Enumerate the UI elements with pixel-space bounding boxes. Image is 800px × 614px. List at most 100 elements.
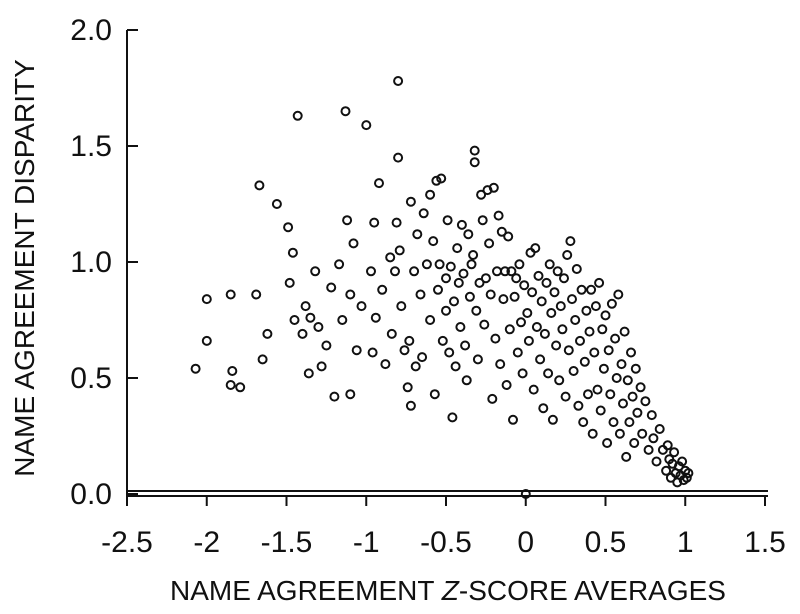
data-point [544, 259, 555, 270]
data-point [608, 417, 619, 428]
data-point [565, 236, 576, 247]
data-point [528, 384, 539, 395]
data-point [342, 215, 353, 226]
data-point [271, 199, 282, 209]
data-point [449, 296, 459, 307]
data-point [579, 356, 590, 367]
data-point [567, 294, 577, 305]
data-point [370, 312, 381, 323]
data-point [563, 345, 574, 356]
data-point [541, 277, 552, 288]
data-point [297, 328, 308, 339]
data-point [386, 328, 397, 339]
data-point [517, 368, 528, 379]
data-point [557, 324, 568, 335]
data-point [500, 266, 510, 277]
data-point [643, 444, 654, 455]
data-point [450, 361, 461, 372]
data-point [560, 391, 571, 402]
data-point [284, 277, 295, 288]
data-point [551, 340, 562, 351]
data-point [602, 438, 613, 448]
data-point [559, 273, 569, 284]
data-point [592, 384, 603, 395]
data-point [437, 335, 448, 346]
data-point [547, 414, 558, 425]
data-point [509, 291, 520, 302]
y-tick-label: 0.0 [70, 478, 112, 511]
data-point [201, 294, 212, 305]
data-point [340, 106, 351, 117]
data-point [410, 361, 421, 372]
data-point [361, 120, 372, 131]
x-tick-label: -1.5 [261, 526, 313, 559]
data-point [614, 428, 625, 439]
data-point [345, 289, 356, 300]
data-point [421, 259, 432, 270]
data-point [587, 428, 598, 439]
data-point [511, 273, 522, 284]
data-point [262, 328, 273, 339]
data-point [396, 301, 407, 312]
data-point [622, 375, 633, 386]
data-point [533, 270, 544, 281]
data-point [630, 363, 641, 374]
data-point [618, 398, 628, 409]
data-point [637, 428, 648, 439]
data-point [555, 301, 566, 312]
data-point [458, 268, 469, 279]
y-tick-label: 0.5 [70, 362, 112, 395]
data-point [380, 359, 391, 370]
data-point [329, 391, 340, 402]
data-point [460, 340, 471, 351]
data-point [600, 310, 611, 321]
data-point [661, 465, 672, 476]
data-point [348, 238, 359, 249]
data-point [575, 335, 585, 346]
data-point [399, 345, 410, 356]
data-point [310, 266, 321, 277]
data-point [456, 219, 467, 230]
data-point [472, 354, 483, 365]
x-tick-label: 0.5 [585, 526, 627, 559]
data-point [677, 456, 688, 467]
data-point [632, 407, 643, 418]
data-point [616, 359, 627, 370]
data-point [504, 324, 515, 335]
data-point [441, 273, 451, 284]
data-point [492, 266, 502, 277]
data-point [514, 259, 525, 270]
data-point [452, 243, 463, 254]
data-point [485, 289, 496, 300]
data-point [366, 266, 376, 277]
data-point [441, 305, 451, 316]
data-point [445, 261, 456, 272]
data-point [519, 280, 530, 291]
data-point [488, 182, 499, 193]
data-point [605, 389, 616, 400]
data-point [626, 347, 636, 358]
data-point [493, 210, 504, 221]
data-point [305, 312, 316, 323]
data-point [283, 222, 294, 233]
data-point [433, 284, 443, 295]
data-point [235, 382, 246, 393]
data-point [455, 322, 466, 332]
data-point [463, 229, 474, 240]
data-point [610, 333, 621, 344]
data-point [516, 317, 526, 328]
data-point [474, 277, 485, 288]
data-point [640, 396, 651, 407]
data-point [562, 250, 573, 260]
data-point [409, 266, 420, 277]
data-point [227, 366, 238, 376]
data-point [578, 417, 589, 428]
data-point [404, 335, 415, 346]
data-point [374, 178, 384, 189]
data-point [442, 215, 453, 226]
data-point [522, 308, 533, 318]
data-point [648, 433, 659, 444]
data-point [425, 315, 436, 325]
data-point [512, 347, 523, 358]
data-point [431, 175, 442, 186]
